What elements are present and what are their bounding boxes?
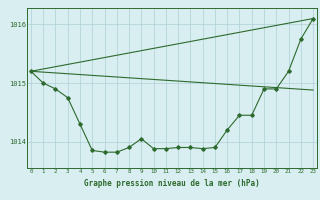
X-axis label: Graphe pression niveau de la mer (hPa): Graphe pression niveau de la mer (hPa)	[84, 179, 260, 188]
